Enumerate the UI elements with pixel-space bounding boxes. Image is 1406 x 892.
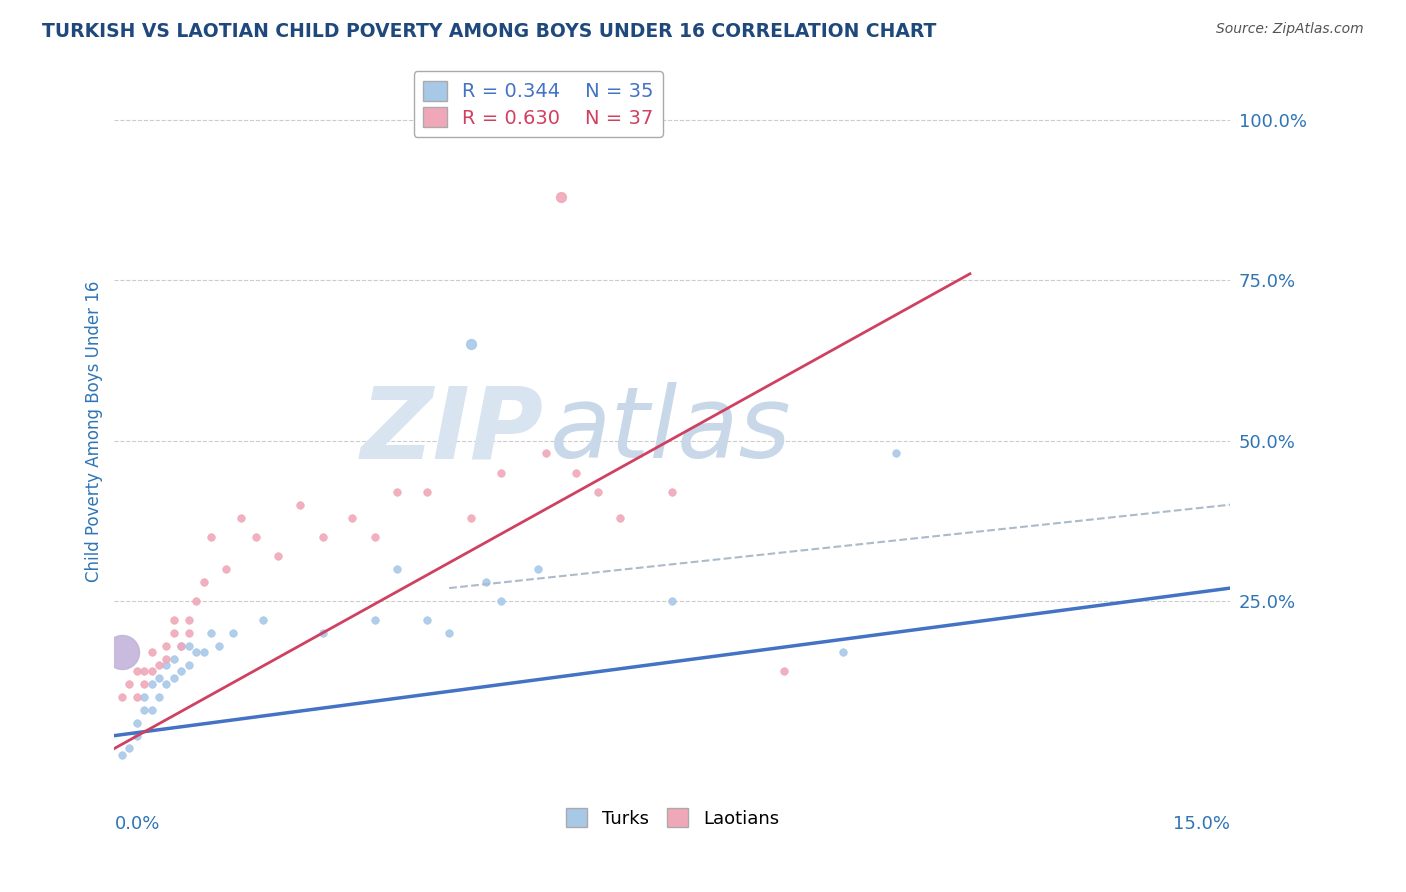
Point xyxy=(586,484,609,499)
Point xyxy=(475,574,498,589)
Legend: Turks, Laotians: Turks, Laotians xyxy=(558,801,786,835)
Point xyxy=(884,446,907,460)
Point xyxy=(155,639,177,653)
Point xyxy=(134,690,156,705)
Point xyxy=(342,510,364,524)
Point xyxy=(148,690,170,705)
Point xyxy=(134,677,156,691)
Point xyxy=(527,562,550,576)
Point xyxy=(364,530,387,544)
Point xyxy=(385,484,408,499)
Point xyxy=(229,510,252,524)
Point xyxy=(177,639,200,653)
Point xyxy=(416,484,439,499)
Point xyxy=(111,690,134,705)
Point xyxy=(564,466,586,480)
Point xyxy=(267,549,290,563)
Point xyxy=(148,671,170,685)
Point xyxy=(773,665,796,679)
Point xyxy=(125,665,148,679)
Point xyxy=(163,651,186,665)
Point xyxy=(125,715,148,730)
Point xyxy=(312,626,335,640)
Point xyxy=(364,613,387,627)
Point xyxy=(550,190,572,204)
Point xyxy=(460,337,482,351)
Point xyxy=(416,613,439,627)
Point xyxy=(118,741,141,756)
Point xyxy=(312,530,335,544)
Point xyxy=(163,626,186,640)
Text: TURKISH VS LAOTIAN CHILD POVERTY AMONG BOYS UNDER 16 CORRELATION CHART: TURKISH VS LAOTIAN CHILD POVERTY AMONG B… xyxy=(42,22,936,41)
Point xyxy=(193,574,215,589)
Point xyxy=(193,645,215,659)
Point xyxy=(141,665,163,679)
Point xyxy=(460,510,482,524)
Point xyxy=(170,639,193,653)
Point xyxy=(170,639,193,653)
Text: 15.0%: 15.0% xyxy=(1173,814,1230,832)
Point xyxy=(186,645,208,659)
Point xyxy=(534,446,557,460)
Point xyxy=(437,626,460,640)
Point xyxy=(207,639,229,653)
Point xyxy=(111,747,134,762)
Point xyxy=(661,484,683,499)
Point xyxy=(170,665,193,679)
Point xyxy=(111,645,134,659)
Point xyxy=(491,466,513,480)
Text: 0.0%: 0.0% xyxy=(114,814,160,832)
Point xyxy=(134,665,156,679)
Point xyxy=(215,562,238,576)
Point xyxy=(125,690,148,705)
Point xyxy=(290,498,312,512)
Point xyxy=(163,613,186,627)
Point xyxy=(118,677,141,691)
Point xyxy=(177,658,200,673)
Point xyxy=(200,626,222,640)
Point xyxy=(252,613,274,627)
Point xyxy=(141,703,163,717)
Point xyxy=(245,530,267,544)
Point xyxy=(661,594,683,608)
Point xyxy=(832,645,855,659)
Point xyxy=(177,626,200,640)
Y-axis label: Child Poverty Among Boys Under 16: Child Poverty Among Boys Under 16 xyxy=(86,280,103,582)
Text: atlas: atlas xyxy=(550,383,792,479)
Point xyxy=(200,530,222,544)
Point xyxy=(155,658,177,673)
Point xyxy=(163,671,186,685)
Point xyxy=(141,677,163,691)
Text: ZIP: ZIP xyxy=(361,383,544,479)
Point xyxy=(155,677,177,691)
Point xyxy=(491,594,513,608)
Point xyxy=(177,613,200,627)
Point xyxy=(609,510,631,524)
Point xyxy=(385,562,408,576)
Point xyxy=(155,651,177,665)
Point xyxy=(222,626,245,640)
Point xyxy=(186,594,208,608)
Point xyxy=(134,703,156,717)
Point xyxy=(141,645,163,659)
Text: Source: ZipAtlas.com: Source: ZipAtlas.com xyxy=(1216,22,1364,37)
Point xyxy=(148,658,170,673)
Point xyxy=(125,729,148,743)
